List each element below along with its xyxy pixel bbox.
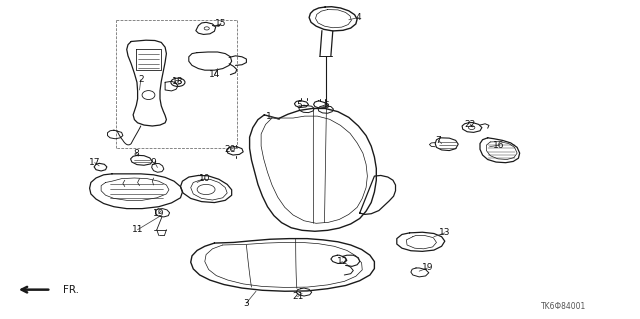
Text: FR.: FR. xyxy=(63,285,79,295)
Text: 15: 15 xyxy=(215,19,227,28)
Text: 1: 1 xyxy=(266,112,271,121)
Text: 12: 12 xyxy=(337,257,348,266)
Text: 16: 16 xyxy=(493,141,505,150)
Text: 5: 5 xyxy=(296,101,301,110)
Text: 7: 7 xyxy=(436,136,441,145)
Text: 21: 21 xyxy=(292,292,303,301)
Text: 6: 6 xyxy=(324,101,329,110)
Text: 13: 13 xyxy=(439,228,451,237)
Text: 20: 20 xyxy=(225,145,236,154)
Text: 14: 14 xyxy=(209,70,220,79)
Text: 19: 19 xyxy=(153,209,164,218)
Text: 3: 3 xyxy=(244,299,249,308)
Text: 9: 9 xyxy=(151,158,156,167)
Text: 19: 19 xyxy=(422,263,433,272)
Text: TK6Ф84001: TK6Ф84001 xyxy=(541,302,586,311)
Text: 18: 18 xyxy=(172,77,184,86)
Text: 11: 11 xyxy=(132,225,143,234)
Text: 17: 17 xyxy=(89,158,100,167)
Text: 2: 2 xyxy=(138,75,143,84)
Text: 8: 8 xyxy=(134,149,139,158)
Text: 10: 10 xyxy=(199,174,211,183)
Text: 22: 22 xyxy=(465,120,476,129)
Text: 4: 4 xyxy=(356,13,361,22)
